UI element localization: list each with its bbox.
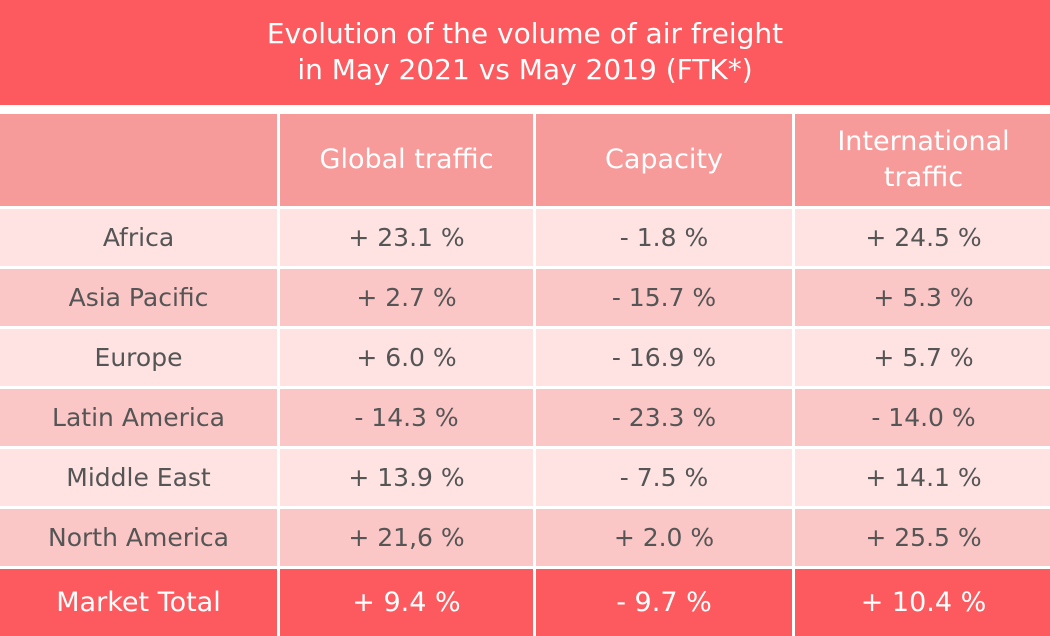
table-cell: - 14.3 % [280,389,533,446]
column-header: Global traffic [280,114,533,206]
table-cell: + 6.0 % [280,329,533,386]
table-cell: + 24.5 % [795,209,1050,266]
table-cell: + 5.7 % [795,329,1050,386]
table-cell: + 21,6 % [280,509,533,566]
row-label: Asia Pacific [0,269,277,326]
total-cell: - 9.7 % [536,569,792,636]
table-cell: - 7.5 % [536,449,792,506]
corner-cell [0,114,277,206]
row-label: Europe [0,329,277,386]
table: Global traffic Capacity International traf… [0,114,1050,636]
table-cell: + 23.1 % [280,209,533,266]
table-cell: + 2.0 % [536,509,792,566]
column-header: International traffic [795,114,1050,206]
total-cell: + 10.4 % [795,569,1050,636]
row-label: North America [0,509,277,566]
table-cell: - 15.7 % [536,269,792,326]
table-cell: + 2.7 % [280,269,533,326]
row-label: Latin America [0,389,277,446]
total-cell: + 9.4 % [280,569,533,636]
table-cell: - 16.9 % [536,329,792,386]
title-line: in May 2021 vs May 2019 (FTK*) [297,53,753,86]
table-cell: + 5.3 % [795,269,1050,326]
row-label: Middle East [0,449,277,506]
title-line: Evolution of the volume of air freight [266,17,784,50]
table-cell: - 1.8 % [536,209,792,266]
title: Evolution of the volume of air freight i… [0,0,1050,105]
total-label: Market Total [0,569,277,636]
table-cell: - 23.3 % [536,389,792,446]
column-header: Capacity [536,114,792,206]
table-cell: + 25.5 % [795,509,1050,566]
table-cell: + 14.1 % [795,449,1050,506]
row-label: Africa [0,209,277,266]
table-cell: - 14.0 % [795,389,1050,446]
table-cell: + 13.9 % [280,449,533,506]
